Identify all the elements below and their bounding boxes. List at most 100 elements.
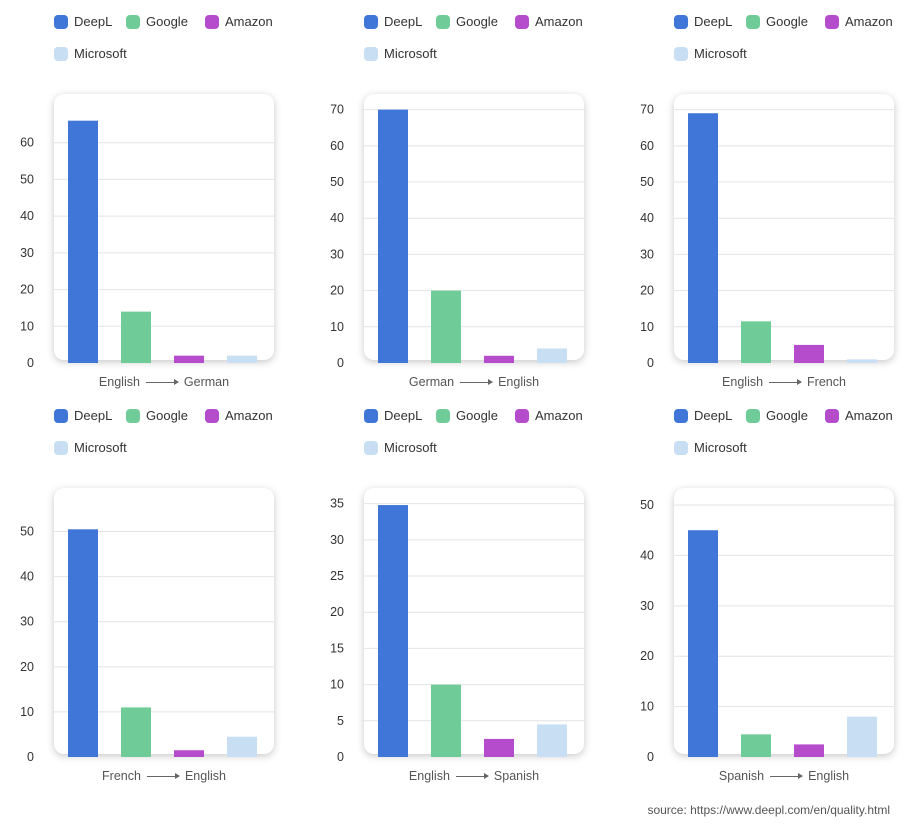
legend-item: Microsoft <box>54 46 127 61</box>
legend-label: DeepL <box>384 408 423 423</box>
source-language: English <box>408 769 450 783</box>
legend: DeepL Google Amazon Microsoft <box>54 408 344 488</box>
bar-microsoft <box>227 355 257 363</box>
y-tick-label: 0 <box>647 750 654 764</box>
y-tick-label: 50 <box>20 525 34 539</box>
y-tick-label: 5 <box>337 714 344 728</box>
bar-microsoft <box>537 348 567 363</box>
chart-panel: DeepL Google Amazon Microsoft 0 10 20 30 40 50 60 E… <box>20 14 344 404</box>
legend-item: Google <box>126 14 188 29</box>
legend-swatch <box>515 14 529 29</box>
legend-swatch <box>674 440 688 455</box>
legend-item: Amazon <box>205 408 273 423</box>
source-language: German <box>408 375 455 389</box>
legend-item: Microsoft <box>364 440 437 455</box>
target-language: German <box>183 375 230 389</box>
bar-google <box>741 734 771 757</box>
y-tick-label: 40 <box>330 211 344 225</box>
y-tick-label: 60 <box>20 136 34 150</box>
legend-swatch <box>364 408 378 423</box>
legend-item: Microsoft <box>364 46 437 61</box>
legend-item: DeepL <box>674 14 732 29</box>
bar-chart: 0 10 20 30 40 50 60 <box>20 120 274 370</box>
legend-swatch <box>205 408 219 423</box>
bar-amazon <box>794 744 824 757</box>
source-language: French <box>102 769 141 783</box>
bar-microsoft <box>537 724 567 757</box>
y-tick-label: 40 <box>640 548 654 562</box>
y-tick-label: 10 <box>640 700 654 714</box>
bar-deepl <box>68 529 98 757</box>
y-tick-label: 10 <box>640 320 654 334</box>
legend-swatch <box>126 14 140 29</box>
source-language: English <box>98 375 140 389</box>
legend-item: Amazon <box>205 14 273 29</box>
y-tick-label: 50 <box>330 175 344 189</box>
y-tick-label: 20 <box>330 284 344 298</box>
legend-item: DeepL <box>364 14 422 29</box>
legend-swatch <box>515 408 529 423</box>
bar-microsoft <box>847 359 877 363</box>
legend-label: Amazon <box>225 408 273 423</box>
legend-label: DeepL <box>384 14 423 29</box>
language-pair-label: English French <box>674 375 894 389</box>
source-language: Spanish <box>718 769 765 783</box>
y-tick-label: 40 <box>20 570 34 584</box>
y-tick-label: 20 <box>330 605 344 619</box>
legend-label: DeepL <box>694 14 733 29</box>
legend-item: DeepL <box>364 408 422 423</box>
y-tick-label: 30 <box>330 533 344 547</box>
legend-label: Amazon <box>225 14 273 29</box>
bar-deepl <box>688 113 718 363</box>
legend-swatch <box>674 46 688 61</box>
y-tick-label: 10 <box>20 319 34 333</box>
y-tick-label: 40 <box>20 209 34 223</box>
bar-google <box>431 684 461 757</box>
legend-swatch <box>746 14 760 29</box>
legend-swatch <box>54 408 68 423</box>
bar-deepl <box>68 120 98 363</box>
bar-chart: 0 10 20 30 40 50 60 70 <box>330 103 584 370</box>
legend-label: Microsoft <box>74 440 127 455</box>
bar-google <box>431 290 461 363</box>
y-tick-label: 30 <box>640 599 654 613</box>
legend-item: Amazon <box>515 14 583 29</box>
bar-microsoft <box>847 716 877 757</box>
legend-label: DeepL <box>694 408 733 423</box>
legend-item: Google <box>436 14 498 29</box>
legend-item: Amazon <box>825 14 893 29</box>
legend-swatch <box>825 408 839 423</box>
chart-panel: DeepL Google Amazon Microsoft 0 10 20 30 40 50 60 7… <box>330 14 654 404</box>
legend-item: DeepL <box>54 408 112 423</box>
legend-label: Amazon <box>845 14 893 29</box>
target-language: English <box>184 769 226 783</box>
legend-item: Microsoft <box>674 440 747 455</box>
long-right-arrow-icon <box>770 772 804 779</box>
legend-label: Microsoft <box>694 440 747 455</box>
legend-label: Microsoft <box>74 46 127 61</box>
y-tick-label: 50 <box>640 175 654 189</box>
legend-swatch <box>364 14 378 29</box>
target-language: English <box>808 769 850 783</box>
y-tick-label: 35 <box>330 497 344 511</box>
y-tick-label: 0 <box>337 356 344 370</box>
y-tick-label: 0 <box>647 356 654 370</box>
legend-label: Google <box>146 14 188 29</box>
y-tick-label: 60 <box>330 139 344 153</box>
y-tick-label: 70 <box>330 103 344 117</box>
legend-swatch <box>205 14 219 29</box>
chart-panel: DeepL Google Amazon Microsoft 0 10 20 30 40 50 Fre… <box>20 408 344 798</box>
legend-label: DeepL <box>74 14 113 29</box>
legend: DeepL Google Amazon Microsoft <box>364 408 654 488</box>
legend-label: Amazon <box>845 408 893 423</box>
bar-amazon <box>484 738 514 757</box>
long-right-arrow-icon <box>460 378 494 385</box>
y-tick-label: 50 <box>640 498 654 512</box>
legend-swatch <box>54 46 68 61</box>
bar-google <box>741 321 771 363</box>
long-right-arrow-icon <box>145 378 179 385</box>
bar-google <box>121 707 151 757</box>
bar-microsoft <box>227 736 257 757</box>
y-tick-label: 50 <box>20 172 34 186</box>
long-right-arrow-icon <box>455 772 489 779</box>
